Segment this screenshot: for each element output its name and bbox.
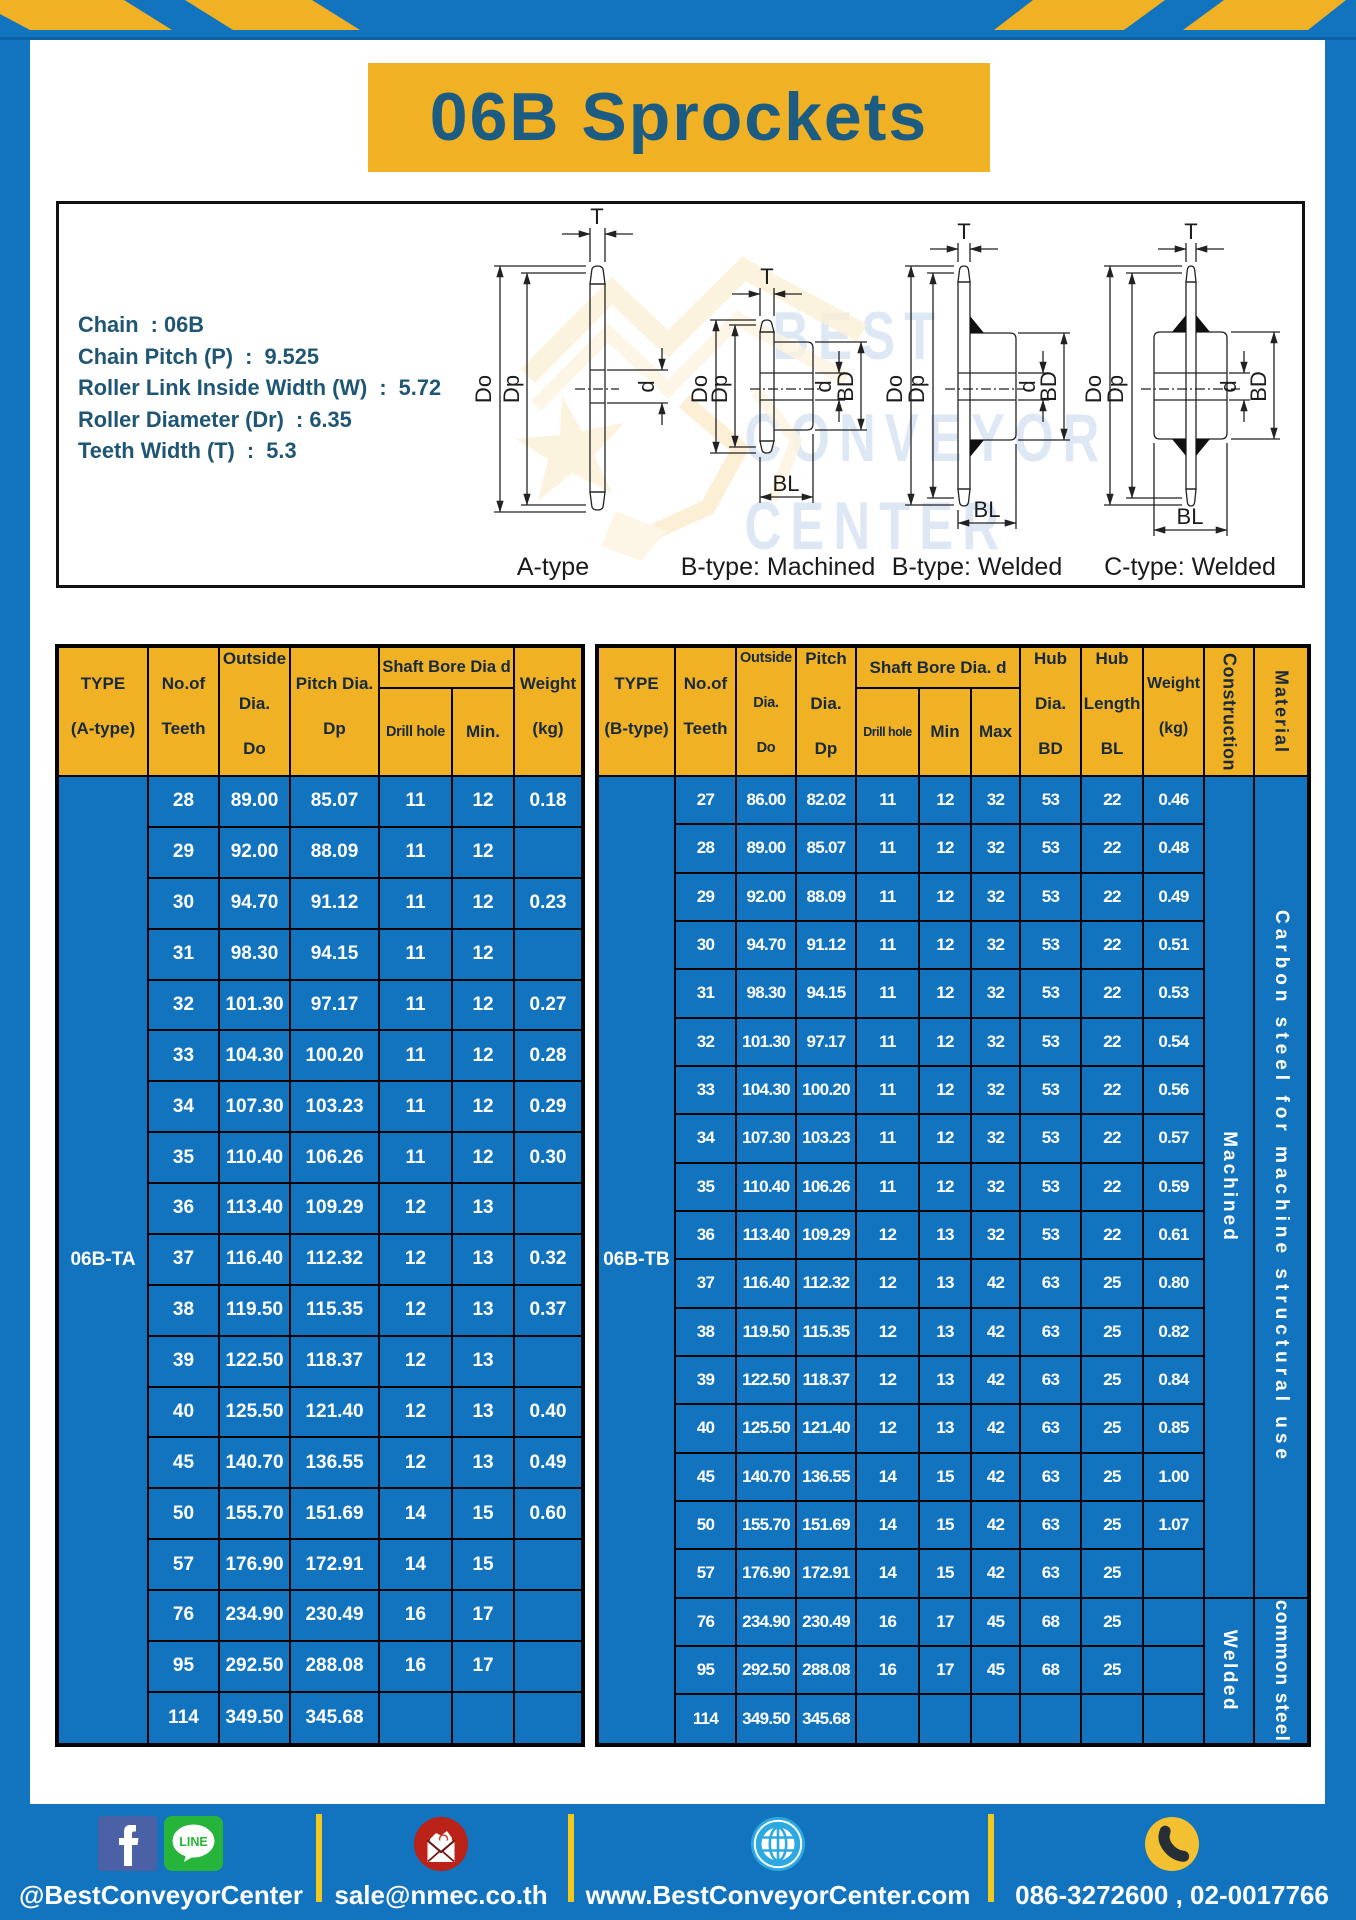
svg-text:T: T (957, 219, 970, 244)
svg-text:BD: BD (1036, 371, 1061, 402)
svg-text:T: T (590, 204, 603, 229)
svg-text:Dp: Dp (707, 375, 732, 403)
svg-text:B-type: Welded: B-type: Welded (892, 553, 1062, 581)
svg-text:LINE: LINE (179, 1835, 207, 1849)
svg-text:CONVEYOR: CONVEYOR (745, 400, 1109, 476)
svg-text:Dp: Dp (904, 375, 929, 403)
svg-text:C-type: Welded: C-type: Welded (1104, 553, 1276, 581)
svg-text:Do: Do (1081, 375, 1106, 403)
svg-text:d: d (1015, 380, 1040, 392)
svg-text:A-type: A-type (517, 553, 589, 581)
svg-text:Dp: Dp (1103, 375, 1128, 403)
svg-text:T: T (760, 264, 773, 289)
svg-text:BL: BL (1177, 504, 1204, 529)
svg-text:BL: BL (773, 471, 800, 496)
svg-text:Do: Do (687, 375, 712, 403)
svg-text:BD: BD (833, 371, 858, 402)
svg-text:d: d (634, 380, 659, 392)
svg-text:T: T (1184, 219, 1197, 244)
svg-text:Do: Do (882, 375, 907, 403)
svg-text:Do: Do (471, 375, 496, 403)
svg-text:BL: BL (974, 497, 1001, 522)
svg-text:BD: BD (1246, 371, 1271, 402)
svg-text:B-type: Machined: B-type: Machined (681, 553, 876, 581)
svg-text:d: d (1216, 380, 1241, 392)
svg-text:d: d (811, 380, 836, 392)
svg-text:Dp: Dp (499, 375, 524, 403)
